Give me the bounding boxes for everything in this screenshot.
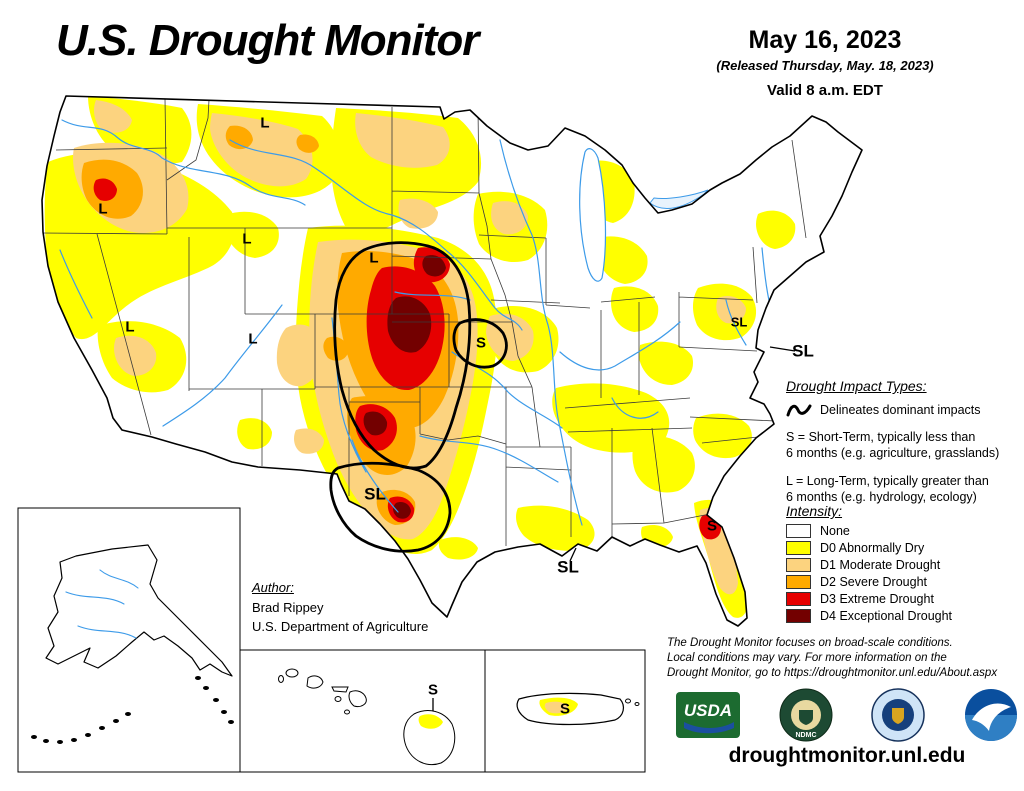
logo-row: USDA NDMC xyxy=(676,688,1018,742)
puerto-rico-inset-box xyxy=(484,649,646,773)
swatch-none xyxy=(786,524,811,538)
d4-exceptional-drought-areas xyxy=(363,255,446,519)
map-label-nebraska-L: L xyxy=(369,249,379,267)
impact-delineation-outlines xyxy=(329,241,508,553)
map-label-hawaii-S: S xyxy=(427,681,439,699)
map-label-montana-L: L xyxy=(260,114,270,132)
date-block: May 16, 2023 (Released Thursday, May. 18… xyxy=(640,26,1010,99)
intensity-row-none: None xyxy=(786,524,1024,538)
map-label-nevada-L: L xyxy=(125,318,135,336)
map-label-puerto-rico-S: S xyxy=(559,700,571,718)
map-label-oregon-L: L xyxy=(98,200,108,218)
map-date: May 16, 2023 xyxy=(748,26,902,54)
disclaimer: The Drought Monitor focuses on broad-sca… xyxy=(667,637,998,679)
alaska-inset-box xyxy=(17,507,241,773)
swatch-d0 xyxy=(786,541,811,555)
map-label-idaho-L: L xyxy=(242,230,252,248)
author-name: Brad Rippey xyxy=(252,599,324,615)
map-label-florida-S: S xyxy=(706,517,718,535)
impact-types-heading: Drought Impact Types: xyxy=(786,378,927,394)
author-organization: U.S. Department of Agriculture xyxy=(252,619,429,634)
intensity-row-d3: D3 Extreme Drought xyxy=(786,592,1024,606)
website-url: droughtmonitor.unl.edu xyxy=(728,744,966,767)
author-heading: Author: xyxy=(252,580,294,595)
rivers xyxy=(59,119,771,526)
author-block: Author: Brad Rippey U.S. Department of A… xyxy=(252,578,428,637)
swatch-d2 xyxy=(786,575,811,589)
state-borders xyxy=(42,98,807,546)
swatch-d3 xyxy=(786,592,811,606)
map-label-utah-L: L xyxy=(248,330,258,348)
alaska-map xyxy=(31,544,234,744)
map-label-missouri-S: S xyxy=(475,334,487,352)
puerto-rico-map xyxy=(516,692,640,726)
swatch-d4 xyxy=(786,609,811,623)
intensity-row-d4: D4 Exceptional Drought xyxy=(786,609,1024,623)
conus-outline xyxy=(41,95,863,627)
svg-text:NDMC: NDMC xyxy=(795,732,816,739)
intensity-heading: Intensity: xyxy=(786,503,843,519)
map-label-louisiana-SL: SL xyxy=(557,557,579,577)
map-label-delmarva-SL: SL xyxy=(792,341,814,361)
page-title: U.S. Drought Monitor xyxy=(56,16,479,65)
ndmc-logo: NDMC xyxy=(779,688,833,742)
map-label-midatlantic-SL: SL xyxy=(730,314,748,330)
valid-time: Valid 8 a.m. EDT xyxy=(767,82,883,99)
intensity-legend: Intensity: None D0 Abnormally Dry D1 Mod… xyxy=(786,503,1024,623)
intensity-row-d2: D2 Severe Drought xyxy=(786,575,1024,589)
inset-borders xyxy=(17,507,646,773)
usda-logo: USDA xyxy=(676,692,740,738)
delineates-label: Delineates dominant impacts xyxy=(820,403,981,417)
release-date: (Released Thursday, May. 18, 2023) xyxy=(716,58,934,73)
intensity-row-d1: D1 Moderate Drought xyxy=(786,558,1024,572)
noaa-logo xyxy=(964,689,1017,741)
swatch-d1 xyxy=(786,558,811,572)
hawaii-map xyxy=(278,668,456,766)
label-pointer-lines xyxy=(432,346,796,712)
commerce-seal-logo xyxy=(871,688,926,742)
short-term-definition: S = Short-Term, typically less than 6 mo… xyxy=(786,430,1000,461)
svg-text:USDA: USDA xyxy=(684,701,732,720)
great-lakes xyxy=(579,148,709,282)
intensity-row-d0: D0 Abnormally Dry xyxy=(786,541,1024,555)
delineation-line-icon xyxy=(786,404,812,417)
impact-types-legend: Drought Impact Types: Delineates dominan… xyxy=(786,378,1024,505)
long-term-definition: L = Long-Term, typically greater than 6 … xyxy=(786,473,989,504)
map-label-texas-SL: SL xyxy=(364,484,386,504)
